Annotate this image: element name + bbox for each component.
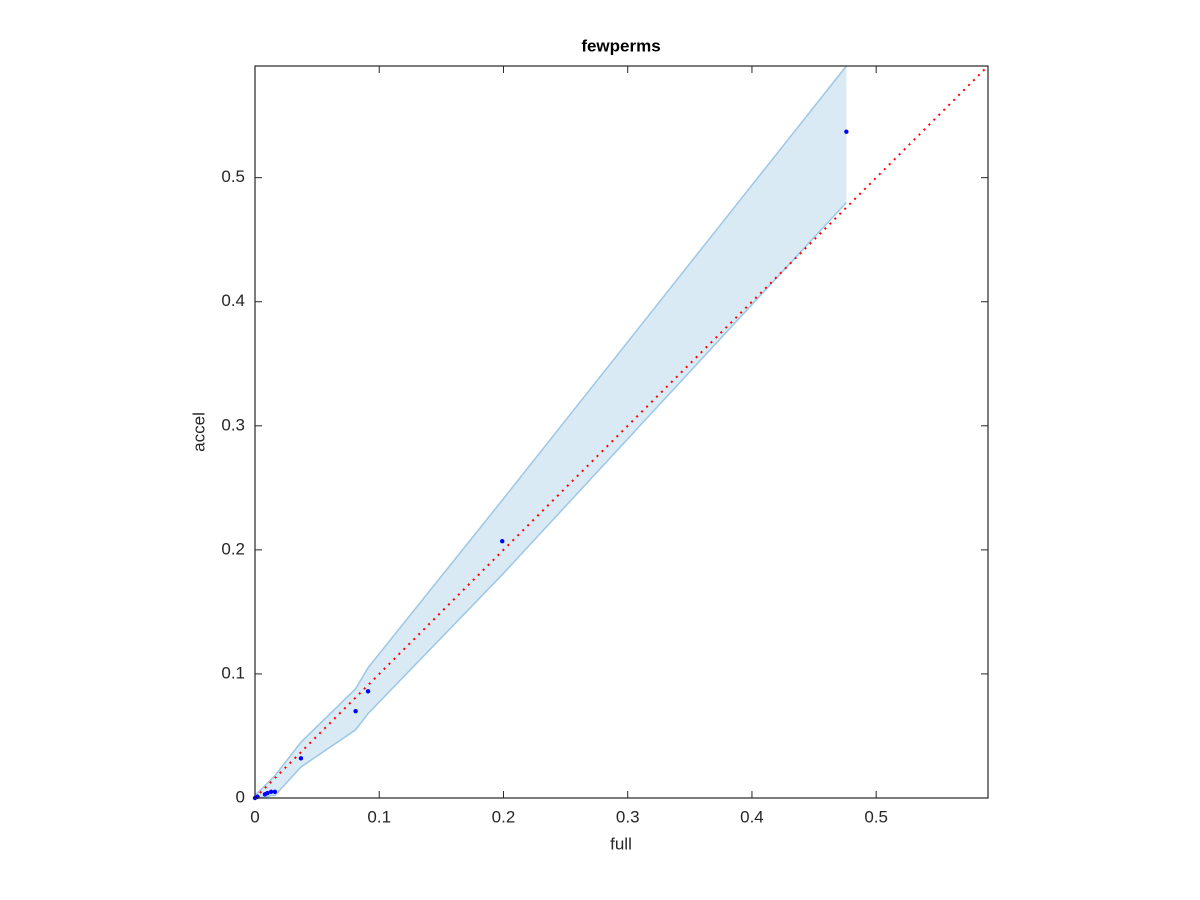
data-point <box>268 789 274 794</box>
axes-box <box>254 65 989 799</box>
data-point <box>272 789 278 794</box>
data-point <box>844 129 849 134</box>
data-point <box>298 756 304 761</box>
x-tick-label: 0.3 <box>616 807 640 826</box>
y-axis-label: accel <box>189 412 208 452</box>
data-point <box>500 538 505 544</box>
band-upper-edge <box>254 65 847 795</box>
data-point <box>365 689 371 694</box>
x-tick-label: 0.2 <box>492 807 516 826</box>
band-lower-edge <box>255 201 847 799</box>
y-tick-label: 0 <box>236 787 245 806</box>
x-axis-label: full <box>610 834 632 853</box>
x-tick-label: 0.1 <box>367 807 391 826</box>
data-point <box>353 708 358 714</box>
y-tick-label: 0.1 <box>221 663 245 682</box>
y-tick-label: 0.3 <box>221 415 245 434</box>
data-point <box>265 790 270 796</box>
x-tick-label: 0.5 <box>864 807 888 826</box>
y-tick-label: 0.4 <box>221 291 245 310</box>
y-tick-label: 0.2 <box>221 539 245 558</box>
x-tick-label: 0 <box>250 807 259 826</box>
y-tick-label: 0.5 <box>221 167 245 186</box>
chart-title: fewperms <box>581 36 660 55</box>
x-tick-label: 0.4 <box>740 807 764 826</box>
